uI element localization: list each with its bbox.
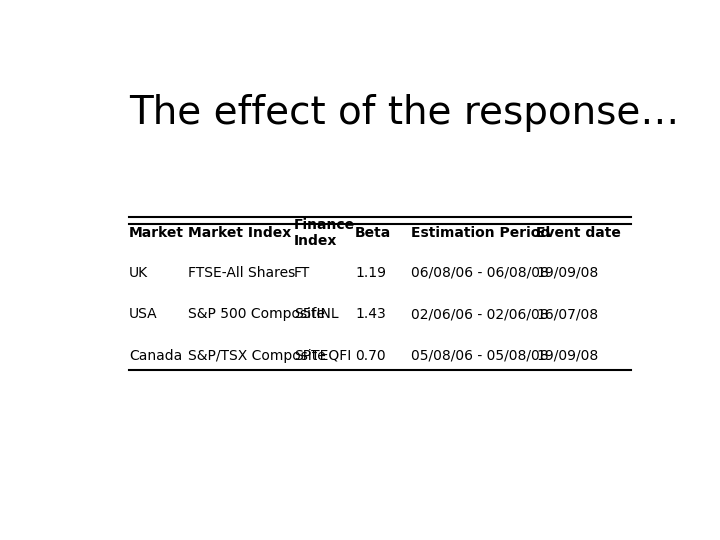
Text: S&P/TSX Composite: S&P/TSX Composite [188, 349, 325, 363]
Text: SPTEQFI: SPTEQFI [294, 349, 351, 363]
Text: 19/09/08: 19/09/08 [536, 349, 598, 363]
Text: Estimation Period: Estimation Period [411, 226, 550, 240]
Text: S&P 500 Composite: S&P 500 Composite [188, 307, 325, 321]
Text: 1.43: 1.43 [355, 307, 386, 321]
Text: UK: UK [129, 266, 148, 280]
Text: Finance
Index: Finance Index [294, 218, 355, 248]
Text: Event date: Event date [536, 226, 621, 240]
Text: Market Index: Market Index [188, 226, 291, 240]
Text: Beta: Beta [355, 226, 391, 240]
Text: 16/07/08: 16/07/08 [536, 307, 598, 321]
Text: FT: FT [294, 266, 310, 280]
Text: Canada: Canada [129, 349, 182, 363]
Text: FTSE-All Shares: FTSE-All Shares [188, 266, 295, 280]
Text: 1.19: 1.19 [355, 266, 386, 280]
Text: Market: Market [129, 226, 184, 240]
Text: 19/09/08: 19/09/08 [536, 266, 598, 280]
Text: USA: USA [129, 307, 158, 321]
Text: 06/08/06 - 06/08/08: 06/08/06 - 06/08/08 [411, 266, 549, 280]
Text: 05/08/06 - 05/08/08: 05/08/06 - 05/08/08 [411, 349, 549, 363]
Text: S5fINL: S5fINL [294, 307, 338, 321]
Text: 0.70: 0.70 [355, 349, 386, 363]
Text: 02/06/06 - 02/06/08: 02/06/06 - 02/06/08 [411, 307, 549, 321]
Text: The effect of the response…: The effect of the response… [129, 94, 679, 132]
